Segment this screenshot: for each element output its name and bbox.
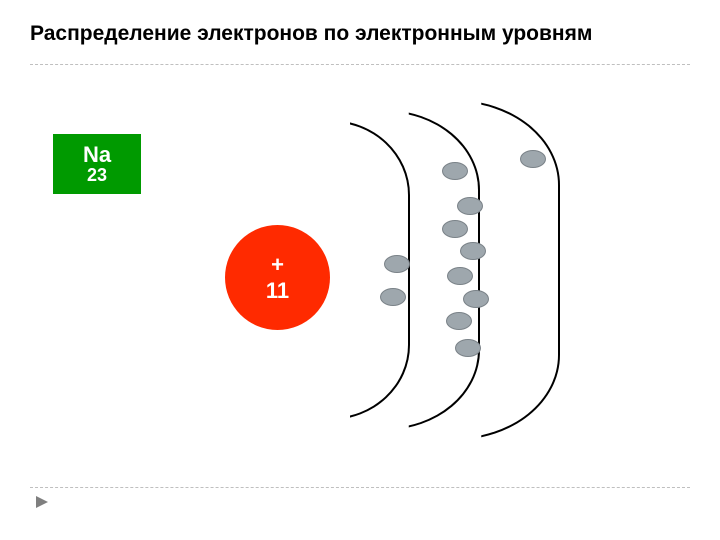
element-symbol: Na (83, 143, 111, 166)
electron (380, 288, 406, 306)
nucleus-number: 11 (266, 278, 289, 304)
nucleus: + 11 (225, 225, 330, 330)
page-title: Распределение электронов по электронным … (30, 22, 592, 46)
electron (455, 339, 481, 357)
electron (446, 312, 472, 330)
electron (460, 242, 486, 260)
divider-bottom (30, 487, 690, 488)
electron (447, 267, 473, 285)
electron (457, 197, 483, 215)
electron (463, 290, 489, 308)
element-mass: 23 (83, 166, 111, 185)
electron (442, 220, 468, 238)
page-marker-icon (36, 496, 48, 508)
nucleus-charge: + (271, 252, 284, 278)
divider-top (30, 64, 690, 65)
electron (442, 162, 468, 180)
electron (384, 255, 410, 273)
element-box: Na 23 (53, 134, 141, 194)
electron (520, 150, 546, 168)
